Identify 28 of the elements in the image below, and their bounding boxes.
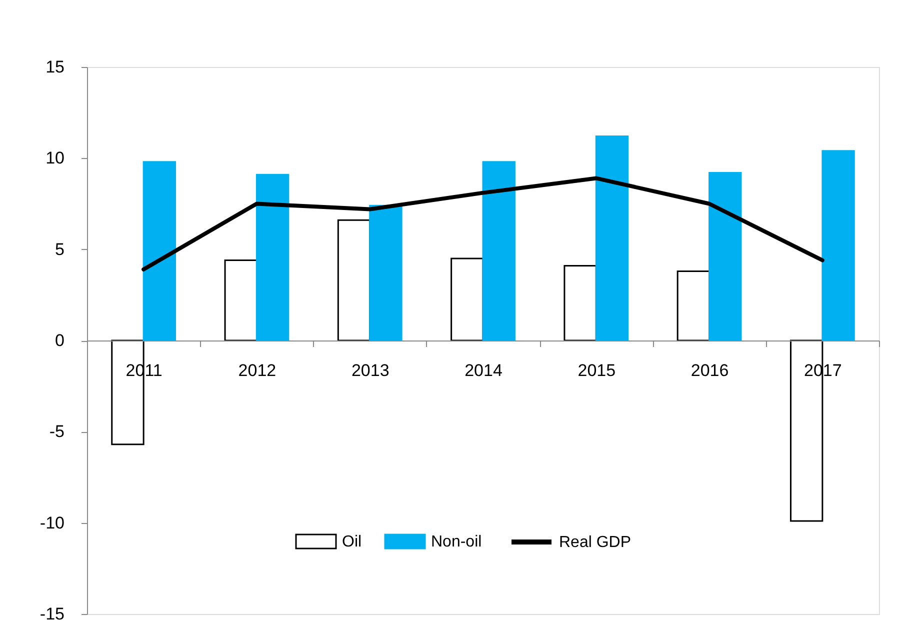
x-tick-label: 2016 [690, 361, 729, 380]
bar [256, 174, 290, 342]
x-tick-label: 2013 [351, 361, 390, 380]
line-series [142, 176, 824, 272]
x-tick-label: 2015 [578, 361, 616, 380]
y-tick-label: -15 [40, 604, 64, 624]
bar [708, 172, 742, 342]
bar [564, 264, 597, 342]
y-tick-label: 0 [55, 331, 64, 350]
legend-label: Real GDP [559, 534, 632, 551]
legend-label: Oil [342, 533, 362, 550]
y-tick-label: 15 [46, 58, 64, 76]
bar [482, 161, 516, 342]
x-tick-label: 2012 [238, 361, 276, 380]
bar [450, 258, 484, 342]
bar [369, 204, 402, 342]
y-tick-label: 10 [46, 148, 64, 168]
legend-label: Non-oil [431, 533, 482, 550]
bar [676, 270, 710, 342]
y-tick-label: 5 [55, 240, 64, 259]
bar [142, 161, 176, 342]
bar [595, 136, 629, 342]
y-tick-label: -5 [49, 422, 64, 442]
x-tick-label: 2014 [464, 361, 502, 380]
y-tick-label: -10 [40, 513, 64, 532]
bar [224, 260, 258, 342]
bar [337, 219, 371, 342]
bar [822, 150, 855, 342]
